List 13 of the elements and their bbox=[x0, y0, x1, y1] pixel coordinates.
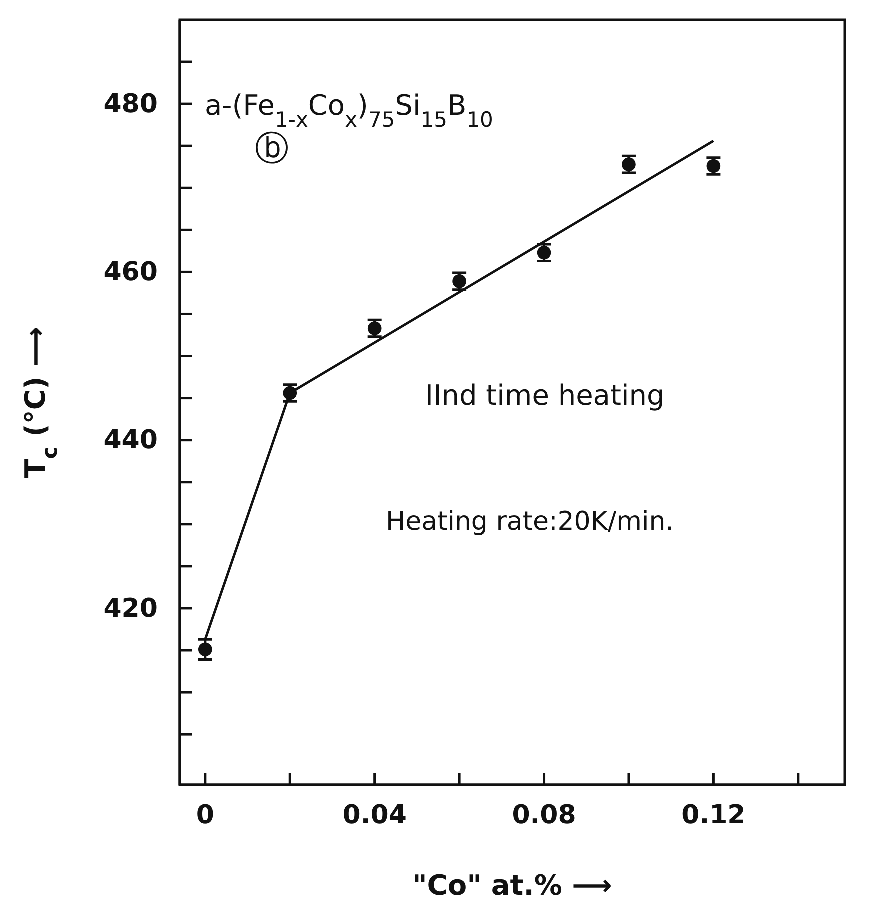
x-tick-label: 0.04 bbox=[342, 800, 407, 830]
y-tick-label: 420 bbox=[104, 594, 158, 624]
y-tick-label: 460 bbox=[104, 258, 158, 288]
y-tick-label: 440 bbox=[104, 426, 158, 456]
x-tick-label: 0.12 bbox=[682, 800, 746, 830]
annotation: IInd time heating bbox=[425, 379, 665, 412]
text: a-(Fe$_{1-x}$Co$_{x}$)$_{75}$Si$_{15}$B$_{10}$ bbox=[205, 89, 494, 132]
annotation: Heating rate:20K/min. bbox=[386, 507, 674, 537]
x-tick-label: 0 bbox=[196, 800, 214, 830]
x-axis-title: "Co" at.% ⟶ bbox=[412, 869, 612, 902]
x-tick-label: 0.08 bbox=[512, 800, 576, 830]
annotation: ⓑ bbox=[255, 129, 289, 169]
y-tick-label: 480 bbox=[104, 89, 158, 120]
